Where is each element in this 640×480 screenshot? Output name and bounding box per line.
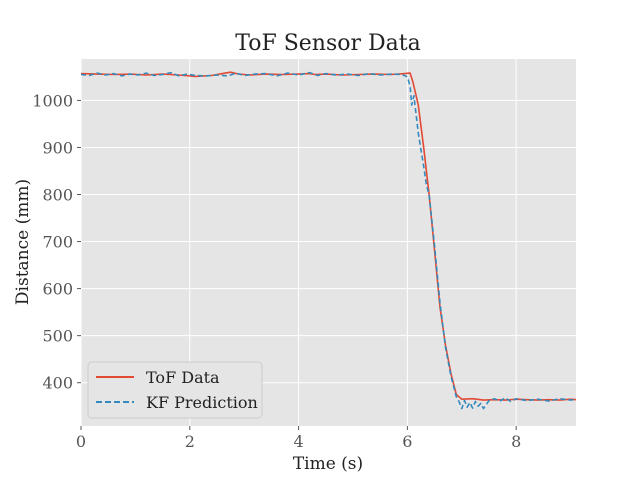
x-tick-label: 8 bbox=[511, 432, 521, 451]
y-tick-label: 500 bbox=[42, 327, 73, 346]
y-tick-label: 700 bbox=[42, 233, 73, 252]
x-axis-label: Time (s) bbox=[293, 454, 363, 474]
y-tick-label: 600 bbox=[42, 280, 73, 299]
legend: ToF Data KF Prediction bbox=[87, 361, 263, 419]
x-tick-label: 2 bbox=[185, 432, 195, 451]
y-tick-label: 800 bbox=[42, 186, 73, 205]
y-tick-label: 400 bbox=[42, 374, 73, 393]
series-line-kf-prediction bbox=[80, 71, 577, 410]
x-tick-label: 0 bbox=[76, 432, 86, 451]
x-axis-ticks: 0 2 4 6 8 bbox=[76, 426, 521, 451]
y-axis-label: Distance (mm) bbox=[13, 179, 33, 305]
series-layer bbox=[80, 71, 577, 410]
y-axis-ticks: 400 500 600 700 800 900 1000 bbox=[32, 91, 81, 393]
x-tick-label: 6 bbox=[402, 432, 412, 451]
grid-lines bbox=[80, 59, 576, 426]
legend-label-tof-data: ToF Data bbox=[146, 368, 220, 387]
legend-label-kf-prediction: KF Prediction bbox=[146, 393, 258, 412]
x-tick-label: 4 bbox=[293, 432, 303, 451]
y-tick-label: 1000 bbox=[32, 91, 73, 110]
chart-title: ToF Sensor Data bbox=[235, 31, 421, 56]
y-tick-label: 900 bbox=[42, 138, 73, 157]
